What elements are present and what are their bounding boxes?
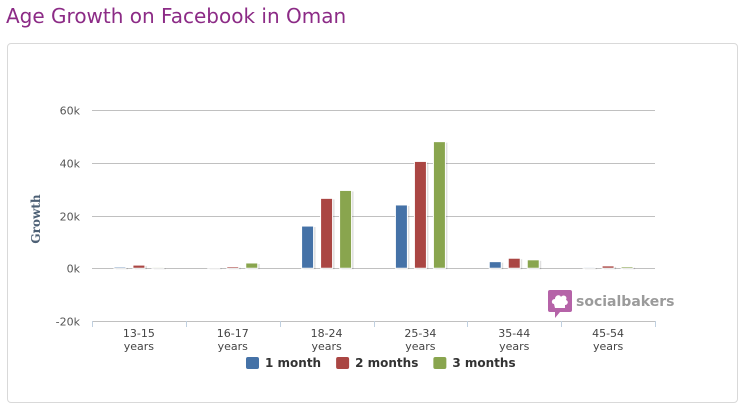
y-tick-label: 0k (67, 263, 81, 276)
bar[interactable] (526, 259, 540, 269)
y-tick-label: 20k (60, 211, 81, 224)
bar[interactable] (582, 266, 596, 269)
y-tick-label: -20k (56, 316, 81, 329)
y-tick-labels: -20k 0k 20k 40k 60k (56, 105, 81, 329)
legend-swatch (336, 357, 350, 369)
bar[interactable] (601, 265, 615, 269)
x-tick-labels: 13-15years16-17years18-24years25-34years… (123, 327, 624, 353)
x-tick-label: years (499, 340, 530, 353)
x-tick-label: 13-15 (123, 327, 155, 340)
bar[interactable] (413, 160, 427, 269)
y-axis-title: Growth (29, 194, 43, 243)
x-tick-label: years (311, 340, 342, 353)
y-tick-label: 40k (60, 158, 81, 171)
legend-item[interactable]: 2 months (355, 356, 418, 370)
bar[interactable] (113, 266, 127, 269)
bars (113, 141, 636, 270)
bar[interactable] (207, 266, 221, 269)
bar[interactable] (151, 266, 165, 269)
y-tick-label: 60k (60, 105, 81, 118)
x-tick-label: 18-24 (311, 327, 343, 340)
bar[interactable] (507, 257, 521, 269)
legend-swatch (433, 357, 447, 369)
bar[interactable] (226, 266, 240, 269)
grid-lines (92, 110, 656, 327)
brand-name: socialbakers (576, 294, 674, 310)
bar[interactable] (339, 189, 353, 269)
bar[interactable] (488, 261, 502, 269)
bar[interactable] (432, 141, 446, 269)
bar[interactable] (245, 262, 259, 269)
legend-swatch (246, 357, 259, 369)
x-tick-label: years (124, 340, 155, 353)
x-tick-label: 35-44 (498, 327, 530, 340)
legend: 1 month 2 months 3 months (246, 356, 516, 370)
chart-panel: Growth -20k 0k 20k 40k 60k 13-15 years 16-17 ye… (7, 43, 738, 403)
x-tick-label: years (218, 340, 249, 353)
page-title: Age Growth on Facebook in Oman (6, 4, 347, 28)
bar[interactable] (394, 204, 408, 269)
bar[interactable] (320, 197, 334, 269)
bar[interactable] (620, 266, 634, 269)
x-tick-label: years (405, 340, 436, 353)
chef-hat-icon (551, 295, 568, 308)
bar[interactable] (132, 264, 146, 269)
x-tick-label: 45-54 (592, 327, 624, 340)
x-tick-label: 25-34 (404, 327, 436, 340)
bar[interactable] (301, 225, 315, 269)
brand-watermark: socialbakers (548, 290, 674, 318)
legend-item[interactable]: 3 months (452, 356, 515, 370)
x-tick-label: 16-17 (217, 327, 249, 340)
legend-item[interactable]: 1 month (265, 356, 321, 370)
x-tick-label: years (593, 340, 624, 353)
